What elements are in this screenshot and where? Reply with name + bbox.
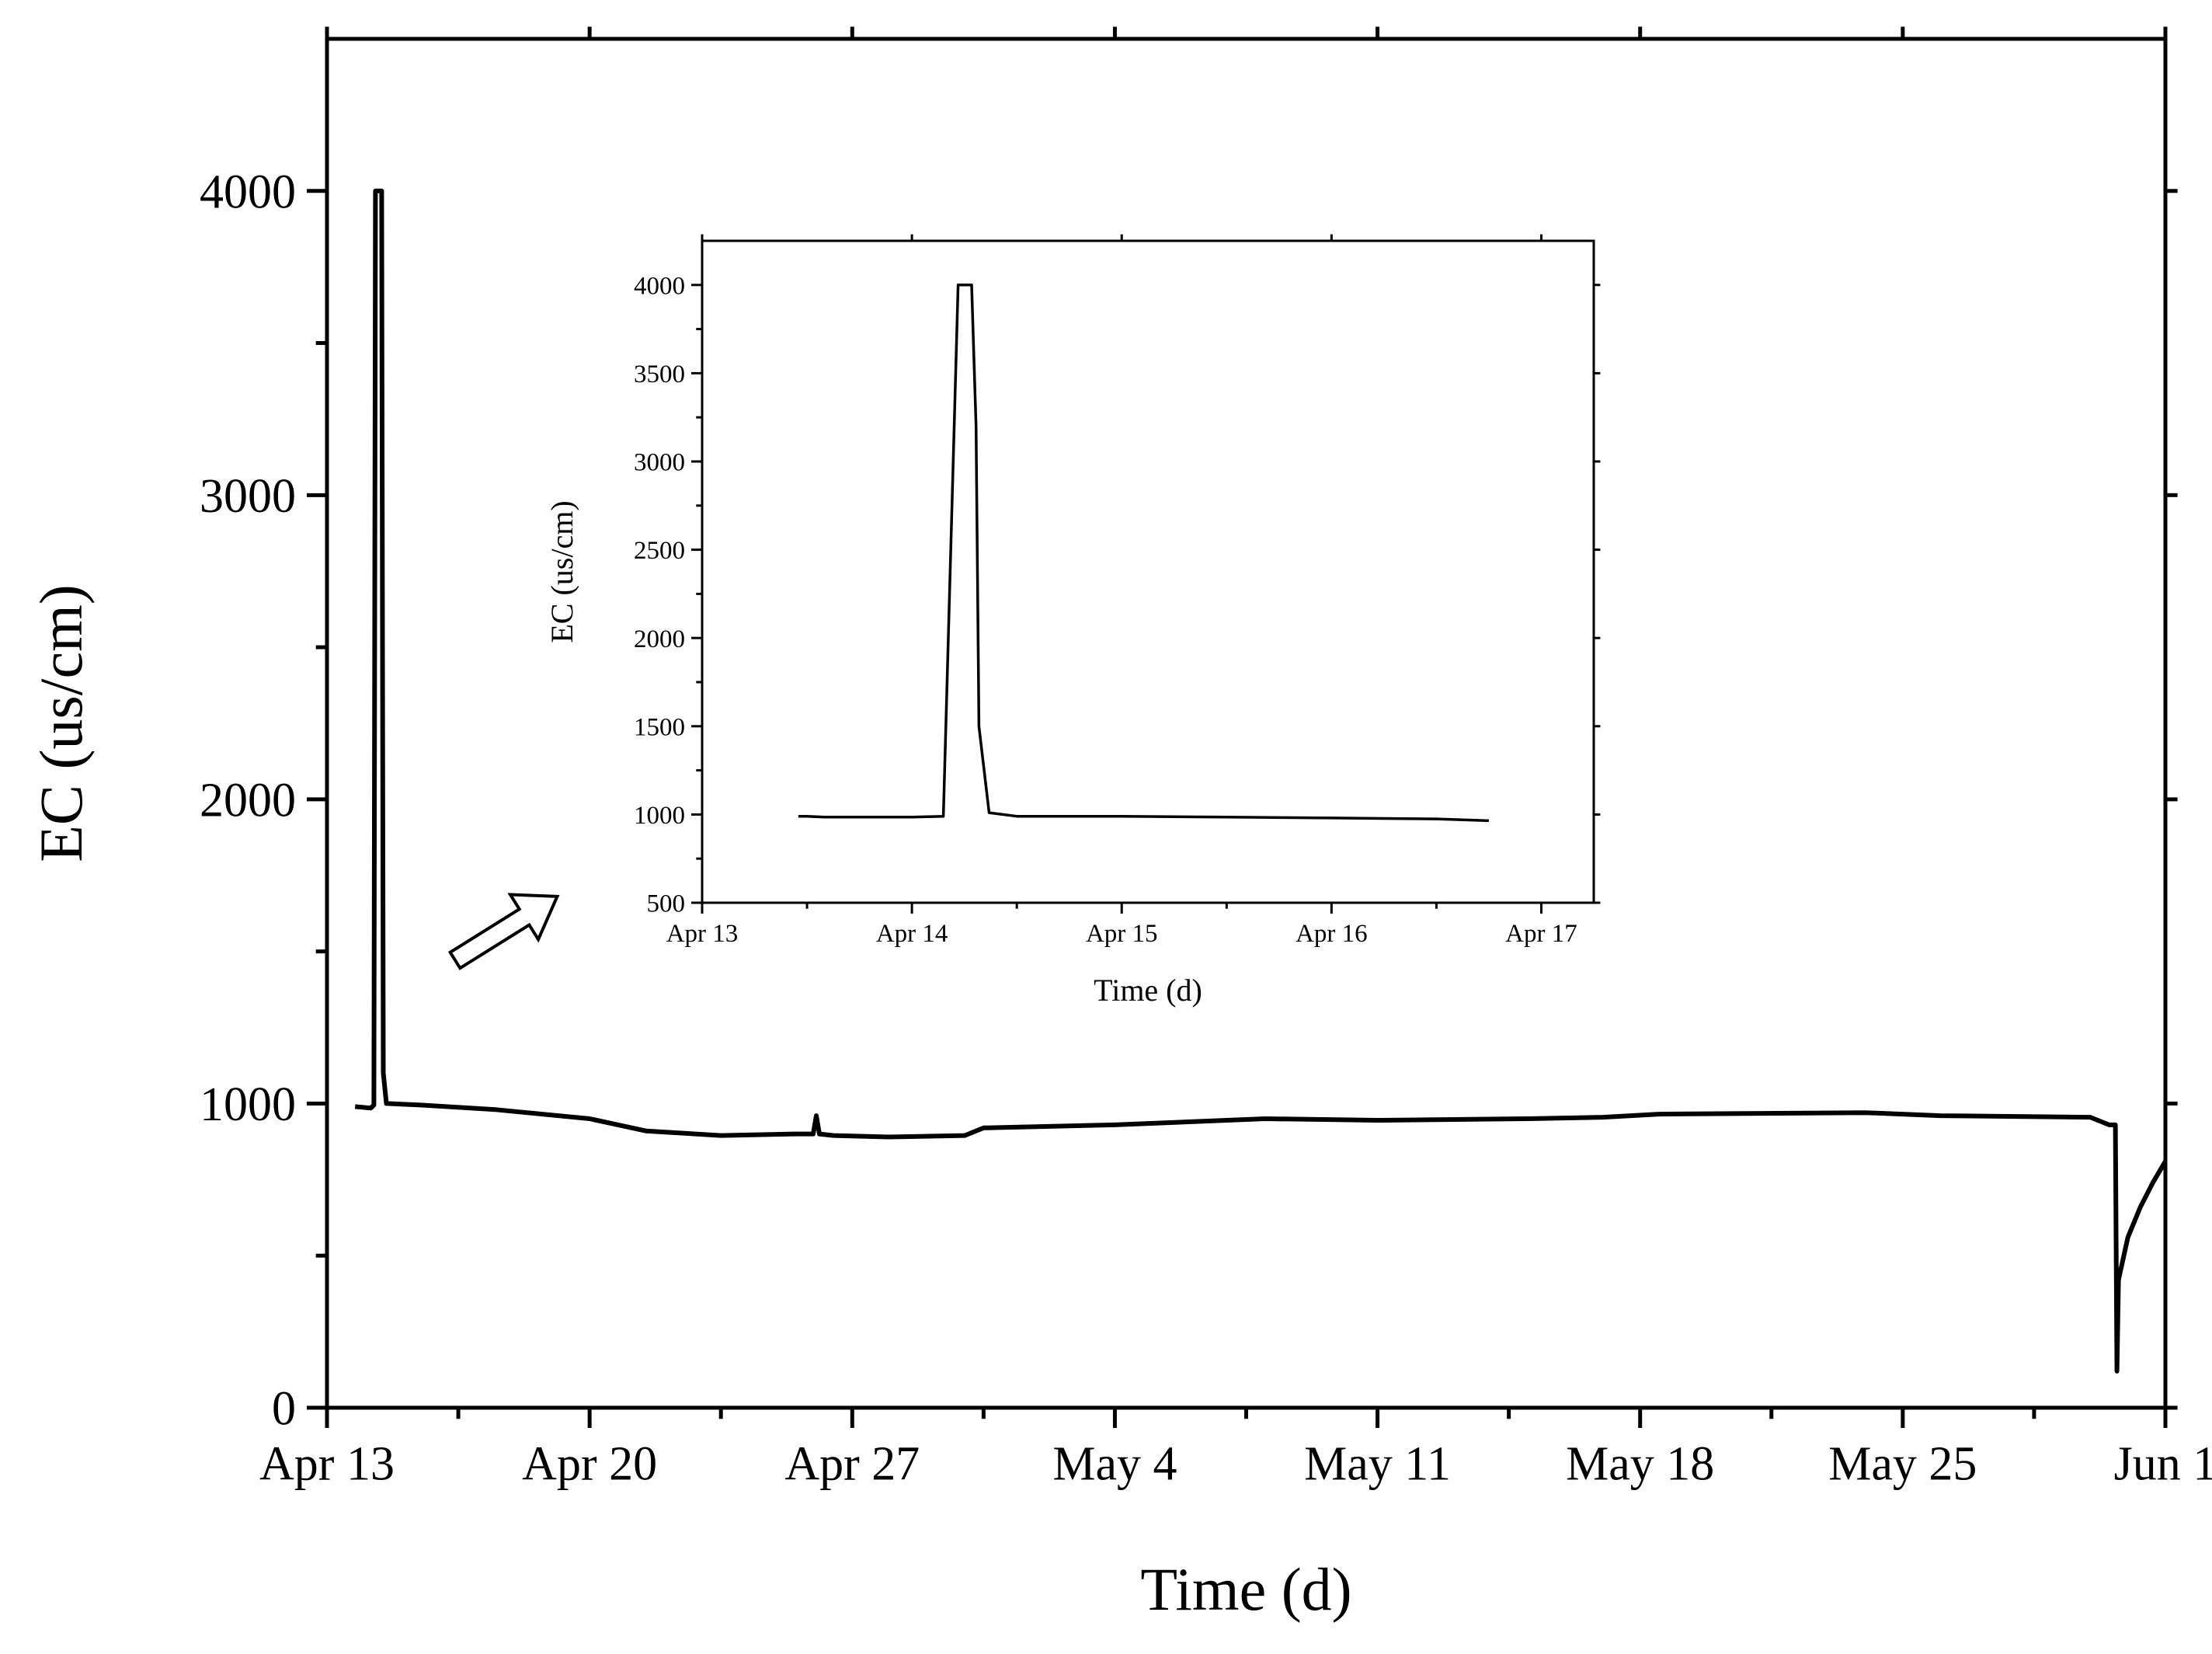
- inset-y-tick-label: 3500: [634, 360, 685, 388]
- inset-y-tick-label: 3000: [634, 449, 685, 477]
- main-series-line: [354, 188, 2168, 1374]
- main-x-tick-label: Jun 1: [2114, 1438, 2212, 1491]
- inset-x-tick-label: Apr 17: [1505, 920, 1577, 948]
- inset-x-tick-label: Apr 14: [876, 920, 948, 948]
- inset-y-tick-label: 500: [647, 890, 686, 918]
- inset-y-tick-label: 1000: [634, 802, 685, 830]
- main-x-tick-label: Apr 27: [784, 1438, 920, 1491]
- main-x-tick-label: May 25: [1828, 1438, 1977, 1491]
- main-y-tick-label: 2000: [200, 775, 296, 827]
- main-y-tick-label: 0: [272, 1383, 296, 1436]
- main-x-axis: Apr 13 Apr 20 Apr 27 May 4 May 11 May 18 May 2…: [259, 26, 2212, 1491]
- main-y-axis-title: EC (us/cm): [27, 584, 95, 862]
- inset-series-line: [798, 284, 1489, 823]
- inset-plot-frame: [701, 239, 1595, 904]
- inset-y-axis: 500 1000 1500 2000 2500 3000 3500 4000: [634, 272, 1601, 918]
- inset-x-axis: Apr 13 Apr 14 Apr 15 Apr 16 Apr 17: [666, 234, 1577, 948]
- main-x-tick-label: Apr 20: [522, 1438, 657, 1491]
- inset-y-tick-label: 2500: [634, 537, 685, 565]
- main-x-tick-label: Apr 13: [259, 1438, 395, 1491]
- main-x-tick-label: May 11: [1304, 1438, 1451, 1491]
- inset-x-axis-title: Time (d): [1094, 973, 1202, 1008]
- main-y-tick-label: 3000: [200, 470, 296, 523]
- main-y-tick-label: 4000: [200, 165, 296, 218]
- main-y-tick-label: 1000: [200, 1078, 296, 1131]
- inset-x-tick-label: Apr 16: [1296, 920, 1368, 948]
- zoom-arrow-icon: [447, 893, 560, 970]
- inset-y-axis-title: EC (us/cm): [544, 500, 579, 642]
- inset-y-tick-label: 2000: [634, 625, 685, 653]
- main-y-axis: 0 1000 2000 3000 4000: [200, 165, 2178, 1436]
- main-x-tick-label: May 18: [1566, 1438, 1714, 1491]
- main-x-axis-title: Time (d): [1140, 1555, 1351, 1623]
- inset-x-tick-label: Apr 15: [1086, 920, 1158, 948]
- main-x-tick-label: May 4: [1052, 1438, 1177, 1491]
- inset-x-tick-label: Apr 13: [666, 920, 739, 948]
- inset-y-tick-label: 1500: [634, 713, 685, 741]
- inset-y-tick-label: 4000: [634, 272, 685, 300]
- main-chart: 0 1000 2000 3000 4000 Apr 13 Apr 20 Apr 27 May …: [27, 26, 2212, 1623]
